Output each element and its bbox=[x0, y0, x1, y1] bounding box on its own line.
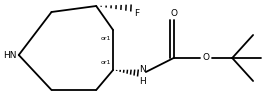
Text: N: N bbox=[139, 65, 146, 75]
Text: HN: HN bbox=[3, 51, 17, 60]
Text: or1: or1 bbox=[101, 36, 111, 40]
Text: O: O bbox=[203, 53, 210, 63]
Text: O: O bbox=[170, 9, 177, 18]
Text: H: H bbox=[139, 78, 146, 87]
Text: or1: or1 bbox=[101, 60, 111, 64]
Text: F: F bbox=[134, 9, 139, 18]
